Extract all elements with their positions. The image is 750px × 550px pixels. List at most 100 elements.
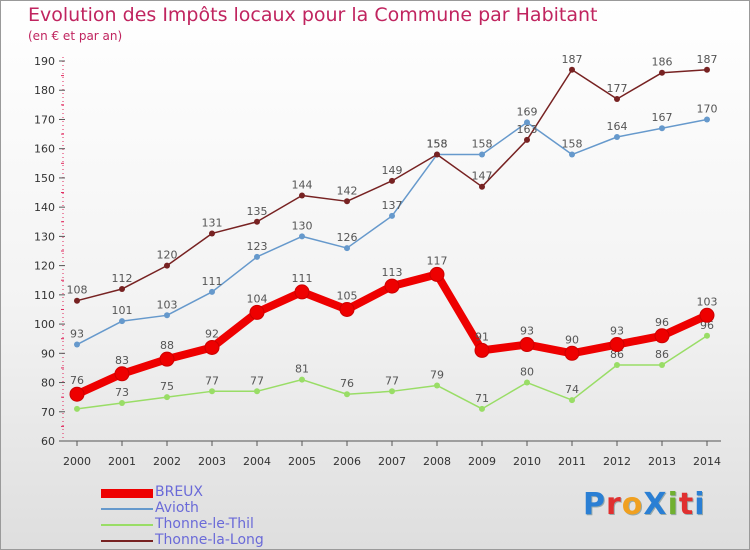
data-label-avioth: 158 [472, 138, 493, 151]
data-label-thonne-le-thil: 74 [565, 383, 579, 396]
data-label-avioth: 93 [70, 328, 84, 341]
proxiti-logo: ProXiti [583, 487, 706, 522]
data-label-thonne-la-long: 149 [382, 164, 403, 177]
data-point-thonne-le-thil [704, 332, 710, 339]
data-label-avioth: 137 [382, 199, 403, 212]
data-label-thonne-le-thil: 73 [115, 386, 129, 399]
data-point-avioth [344, 245, 350, 252]
data-point-thonne-le-thil [614, 362, 620, 368]
data-point-breux [564, 345, 580, 361]
x-tick-label: 2002 [153, 455, 181, 468]
y-tick-label: 90 [41, 347, 55, 360]
data-label-avioth: 169 [517, 105, 538, 118]
x-tick-label: 2013 [648, 455, 676, 468]
data-point-breux [654, 328, 670, 344]
data-label-avioth: 130 [292, 219, 313, 232]
y-tick-label: 180 [34, 84, 55, 97]
data-point-breux [384, 278, 400, 294]
brand-letter: P [583, 487, 606, 522]
data-point-thonne-la-long [524, 136, 530, 143]
legend-label: Thonne-le-Thil [155, 516, 254, 532]
data-label-thonne-le-thil: 86 [610, 348, 624, 361]
data-point-breux [294, 284, 310, 300]
data-point-breux [474, 342, 490, 358]
data-point-thonne-le-thil [434, 382, 440, 389]
data-label-avioth: 103 [157, 298, 178, 311]
data-label-breux: 76 [70, 374, 84, 387]
data-point-breux [519, 337, 535, 353]
data-point-avioth [659, 125, 665, 132]
data-label-thonne-le-thil: 96 [700, 319, 714, 332]
data-point-thonne-le-thil [209, 388, 215, 395]
data-point-thonne-la-long [569, 66, 575, 73]
y-tick-label: 160 [34, 143, 55, 156]
data-point-avioth [479, 151, 485, 158]
data-label-thonne-la-long: 186 [652, 56, 673, 69]
data-label-breux: 103 [697, 295, 718, 308]
y-tick-label: 60 [41, 435, 55, 448]
x-tick-label: 2007 [378, 455, 406, 468]
data-label-avioth: 158 [427, 138, 448, 151]
data-label-breux: 113 [382, 266, 403, 279]
data-point-thonne-la-long [479, 183, 485, 190]
legend-swatch [101, 540, 153, 542]
data-label-thonne-le-thil: 80 [520, 366, 534, 379]
legend-swatch [101, 488, 153, 498]
data-point-thonne-le-thil [74, 405, 80, 412]
y-tick-label: 120 [34, 260, 55, 273]
data-label-avioth: 101 [112, 304, 133, 317]
data-label-thonne-la-long: 131 [202, 216, 223, 229]
data-point-breux [204, 339, 220, 355]
data-point-thonne-la-long [209, 230, 215, 237]
data-label-thonne-la-long: 120 [157, 249, 178, 262]
y-tick-label: 100 [34, 318, 55, 331]
x-tick-label: 2006 [333, 455, 361, 468]
y-tick-label: 130 [34, 230, 55, 243]
x-tick-label: 2012 [603, 455, 631, 468]
y-tick-label: 150 [34, 172, 55, 185]
data-point-thonne-le-thil [569, 397, 575, 404]
data-point-thonne-la-long [119, 286, 125, 292]
data-label-avioth: 167 [652, 111, 673, 124]
y-tick-label: 110 [34, 289, 55, 302]
brand-letter: i [667, 487, 679, 522]
data-label-thonne-le-thil: 75 [160, 380, 174, 393]
data-label-thonne-la-long: 177 [607, 82, 628, 95]
data-point-thonne-la-long [704, 66, 710, 73]
data-point-thonne-le-thil [119, 400, 125, 406]
data-point-avioth [254, 253, 260, 260]
data-label-breux: 104 [247, 292, 268, 305]
data-label-breux: 105 [337, 289, 358, 302]
data-point-avioth [74, 341, 80, 348]
data-label-thonne-le-thil: 81 [295, 363, 309, 376]
brand-letter: X [643, 487, 668, 522]
y-tick-label: 140 [34, 201, 55, 214]
data-point-avioth [569, 151, 575, 158]
data-label-thonne-la-long: 144 [292, 178, 313, 191]
data-point-breux [249, 304, 265, 320]
data-label-thonne-la-long: 135 [247, 205, 268, 218]
data-point-thonne-la-long [614, 96, 620, 102]
data-label-thonne-la-long: 147 [472, 170, 493, 183]
data-point-avioth [164, 312, 170, 319]
data-label-thonne-la-long: 158 [427, 138, 448, 151]
chart-title: Evolution des Impôts locaux pour la Comm… [28, 4, 598, 26]
data-point-avioth [119, 318, 125, 325]
data-label-breux: 88 [160, 339, 174, 352]
data-point-thonne-le-thil [479, 405, 485, 412]
data-label-breux: 92 [205, 327, 219, 340]
data-point-breux [159, 351, 175, 367]
data-label-avioth: 111 [202, 275, 223, 288]
y-tick-label: 70 [41, 406, 55, 419]
data-point-thonne-la-long [254, 218, 260, 225]
data-label-avioth: 126 [337, 231, 358, 244]
data-label-thonne-le-thil: 77 [250, 374, 264, 387]
legend-label: Avioth [155, 500, 199, 516]
data-label-thonne-le-thil: 86 [655, 348, 669, 361]
data-label-avioth: 164 [607, 120, 628, 133]
y-tick-label: 190 [34, 55, 55, 68]
data-point-thonne-le-thil [389, 388, 395, 395]
chart-subtitle: (en € et par an) [28, 29, 123, 43]
legend-label: BREUX [155, 484, 204, 500]
